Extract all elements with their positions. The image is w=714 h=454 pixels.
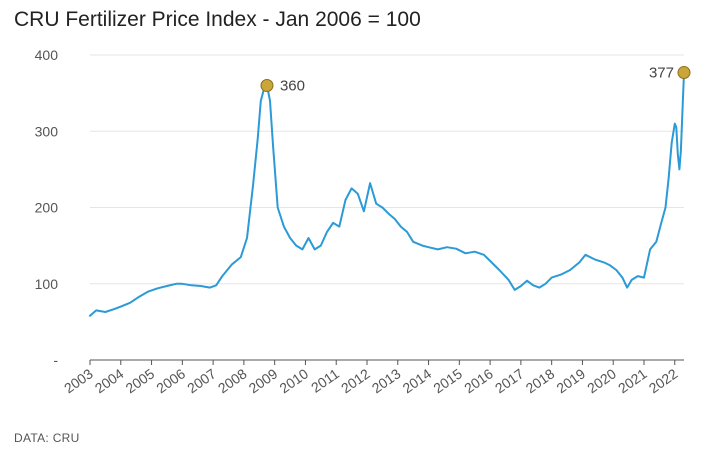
data-label: 377 — [649, 65, 674, 82]
y-tick-label: - — [53, 352, 58, 368]
x-tick-label: 2004 — [92, 365, 127, 396]
y-tick-label: 100 — [35, 276, 59, 292]
source-note: DATA: CRU — [14, 431, 80, 445]
x-tick-label: 2010 — [276, 365, 311, 396]
x-axis-ticks: 2003200420052006200720082009201020112012… — [61, 360, 681, 396]
annotations: 360 377 — [260, 65, 691, 95]
series — [89, 71, 685, 317]
x-tick-label: 2007 — [184, 365, 219, 396]
x-tick-label: 2022 — [646, 365, 681, 396]
y-tick-label: 200 — [35, 200, 59, 216]
x-tick-label: 2006 — [153, 365, 188, 396]
data-label: 360 — [280, 78, 305, 95]
peak-marker — [677, 66, 691, 80]
x-tick-label: 2009 — [246, 365, 281, 396]
peak-marker — [260, 79, 274, 92]
y-axis-ticks: - 100 200 300 400 — [35, 47, 59, 368]
x-tick-label: 2018 — [523, 365, 558, 396]
gridlines — [90, 54, 684, 285]
x-tick-label: 2014 — [400, 365, 435, 396]
chart-title: CRU Fertilizer Price Index - Jan 2006 = … — [14, 8, 421, 31]
series-line — [89, 71, 685, 317]
x-tick-label: 2011 — [308, 365, 342, 395]
x-tick-label: 2015 — [430, 365, 465, 396]
y-tick-label: 400 — [35, 47, 59, 63]
x-tick-label: 2003 — [61, 365, 96, 396]
x-tick-label: 2005 — [123, 365, 158, 396]
x-tick-label: 2008 — [215, 365, 250, 396]
x-tick-label: 2019 — [553, 365, 588, 396]
x-tick-label: 2016 — [461, 365, 496, 396]
x-tick-label: 2021 — [615, 365, 650, 396]
y-tick-label: 300 — [35, 123, 59, 139]
x-tick-label: 2012 — [338, 365, 373, 396]
x-tick-label: 2020 — [584, 365, 619, 396]
x-tick-label: 2013 — [369, 365, 404, 396]
x-tick-label: 2017 — [492, 365, 527, 396]
